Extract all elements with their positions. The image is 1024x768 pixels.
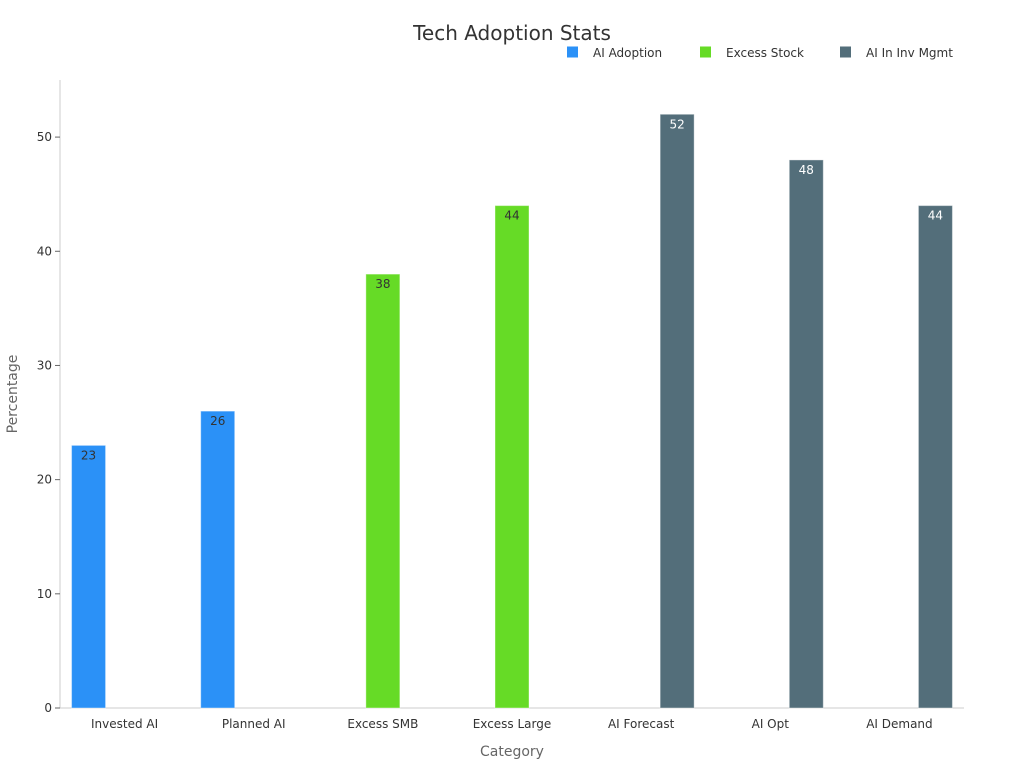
bar [789, 160, 823, 708]
legend-swatch [840, 47, 851, 58]
y-axis-label: Percentage [5, 355, 21, 434]
data-label: 44 [504, 209, 519, 223]
y-tick-label: 40 [37, 244, 52, 258]
x-tick-label: AI Forecast [608, 717, 675, 731]
x-tick-label: AI Demand [866, 717, 932, 731]
data-label: 23 [81, 448, 96, 462]
bar [660, 114, 694, 708]
legend-label: AI Adoption [593, 46, 662, 60]
x-tick-label: Planned AI [222, 717, 286, 731]
y-tick-label: 0 [44, 701, 52, 715]
y-tick-label: 10 [37, 587, 52, 601]
data-label: 26 [210, 414, 225, 428]
x-tick-label: Excess SMB [347, 717, 418, 731]
legend-label: AI In Inv Mgmt [866, 46, 953, 60]
legend: AI Adoption Excess Stock AI In Inv Mgmt [567, 46, 953, 60]
data-label: 52 [670, 117, 685, 131]
y-tick-label: 50 [37, 130, 52, 144]
bar [495, 206, 529, 708]
y-axis: 0 10 20 30 40 50 [37, 80, 60, 715]
chart-title: Tech Adoption Stats [412, 21, 611, 45]
x-axis: Invested AI Planned AI Excess SMB Excess La… [60, 708, 964, 731]
x-tick-label: Excess Large [473, 717, 552, 731]
data-label: 48 [799, 163, 814, 177]
legend-label: Excess Stock [726, 46, 804, 60]
y-tick-label: 20 [37, 473, 52, 487]
legend-item: AI In Inv Mgmt [840, 46, 953, 60]
legend-item: AI Adoption [567, 46, 662, 60]
bar [918, 206, 952, 708]
legend-swatch [700, 47, 711, 58]
legend-swatch [567, 47, 578, 58]
x-axis-label: Category [480, 744, 544, 760]
x-tick-label: Invested AI [91, 717, 158, 731]
data-label: 44 [928, 209, 943, 223]
data-label: 38 [375, 277, 390, 291]
bar [366, 274, 400, 708]
legend-item: Excess Stock [700, 46, 804, 60]
y-tick-label: 30 [37, 358, 52, 372]
x-tick-label: AI Opt [752, 717, 790, 731]
bar [72, 445, 106, 708]
bars: 23 26 38 44 52 48 44 [72, 114, 953, 708]
bar [201, 411, 235, 708]
